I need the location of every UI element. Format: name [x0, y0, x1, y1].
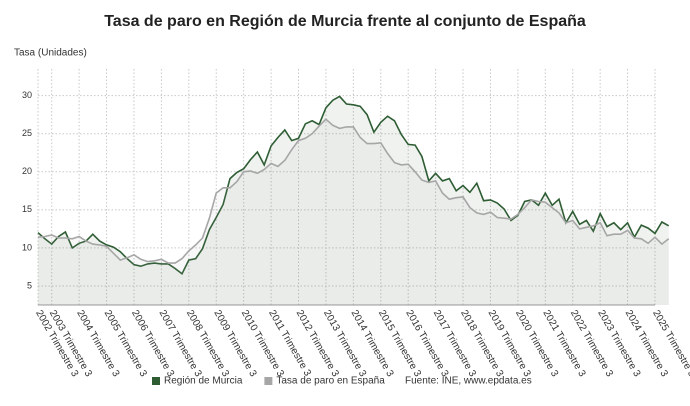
- legend-marker: [152, 377, 160, 385]
- y-tick-label: 30: [22, 90, 32, 100]
- chart-title: Tasa de paro en Región de Murcia frente …: [104, 13, 586, 30]
- series-line: [37, 118, 670, 264]
- series-line: [37, 95, 670, 276]
- y-axis-label: Tasa (Unidades): [14, 48, 87, 59]
- y-tick-label: 10: [22, 242, 32, 252]
- legend-label: Tasa de paro en España: [276, 376, 385, 387]
- source: Fuente: INE, www.epdata.es: [405, 376, 532, 387]
- legend-label: Región de Murcia: [164, 376, 243, 387]
- y-tick-label: 5: [27, 280, 32, 290]
- y-tick-label: 15: [22, 204, 32, 214]
- series-area: [38, 119, 669, 305]
- y-tick-label: 25: [22, 128, 32, 138]
- y-tick-label: 20: [22, 166, 32, 176]
- legend-marker: [264, 377, 273, 385]
- series-area: [38, 96, 669, 306]
